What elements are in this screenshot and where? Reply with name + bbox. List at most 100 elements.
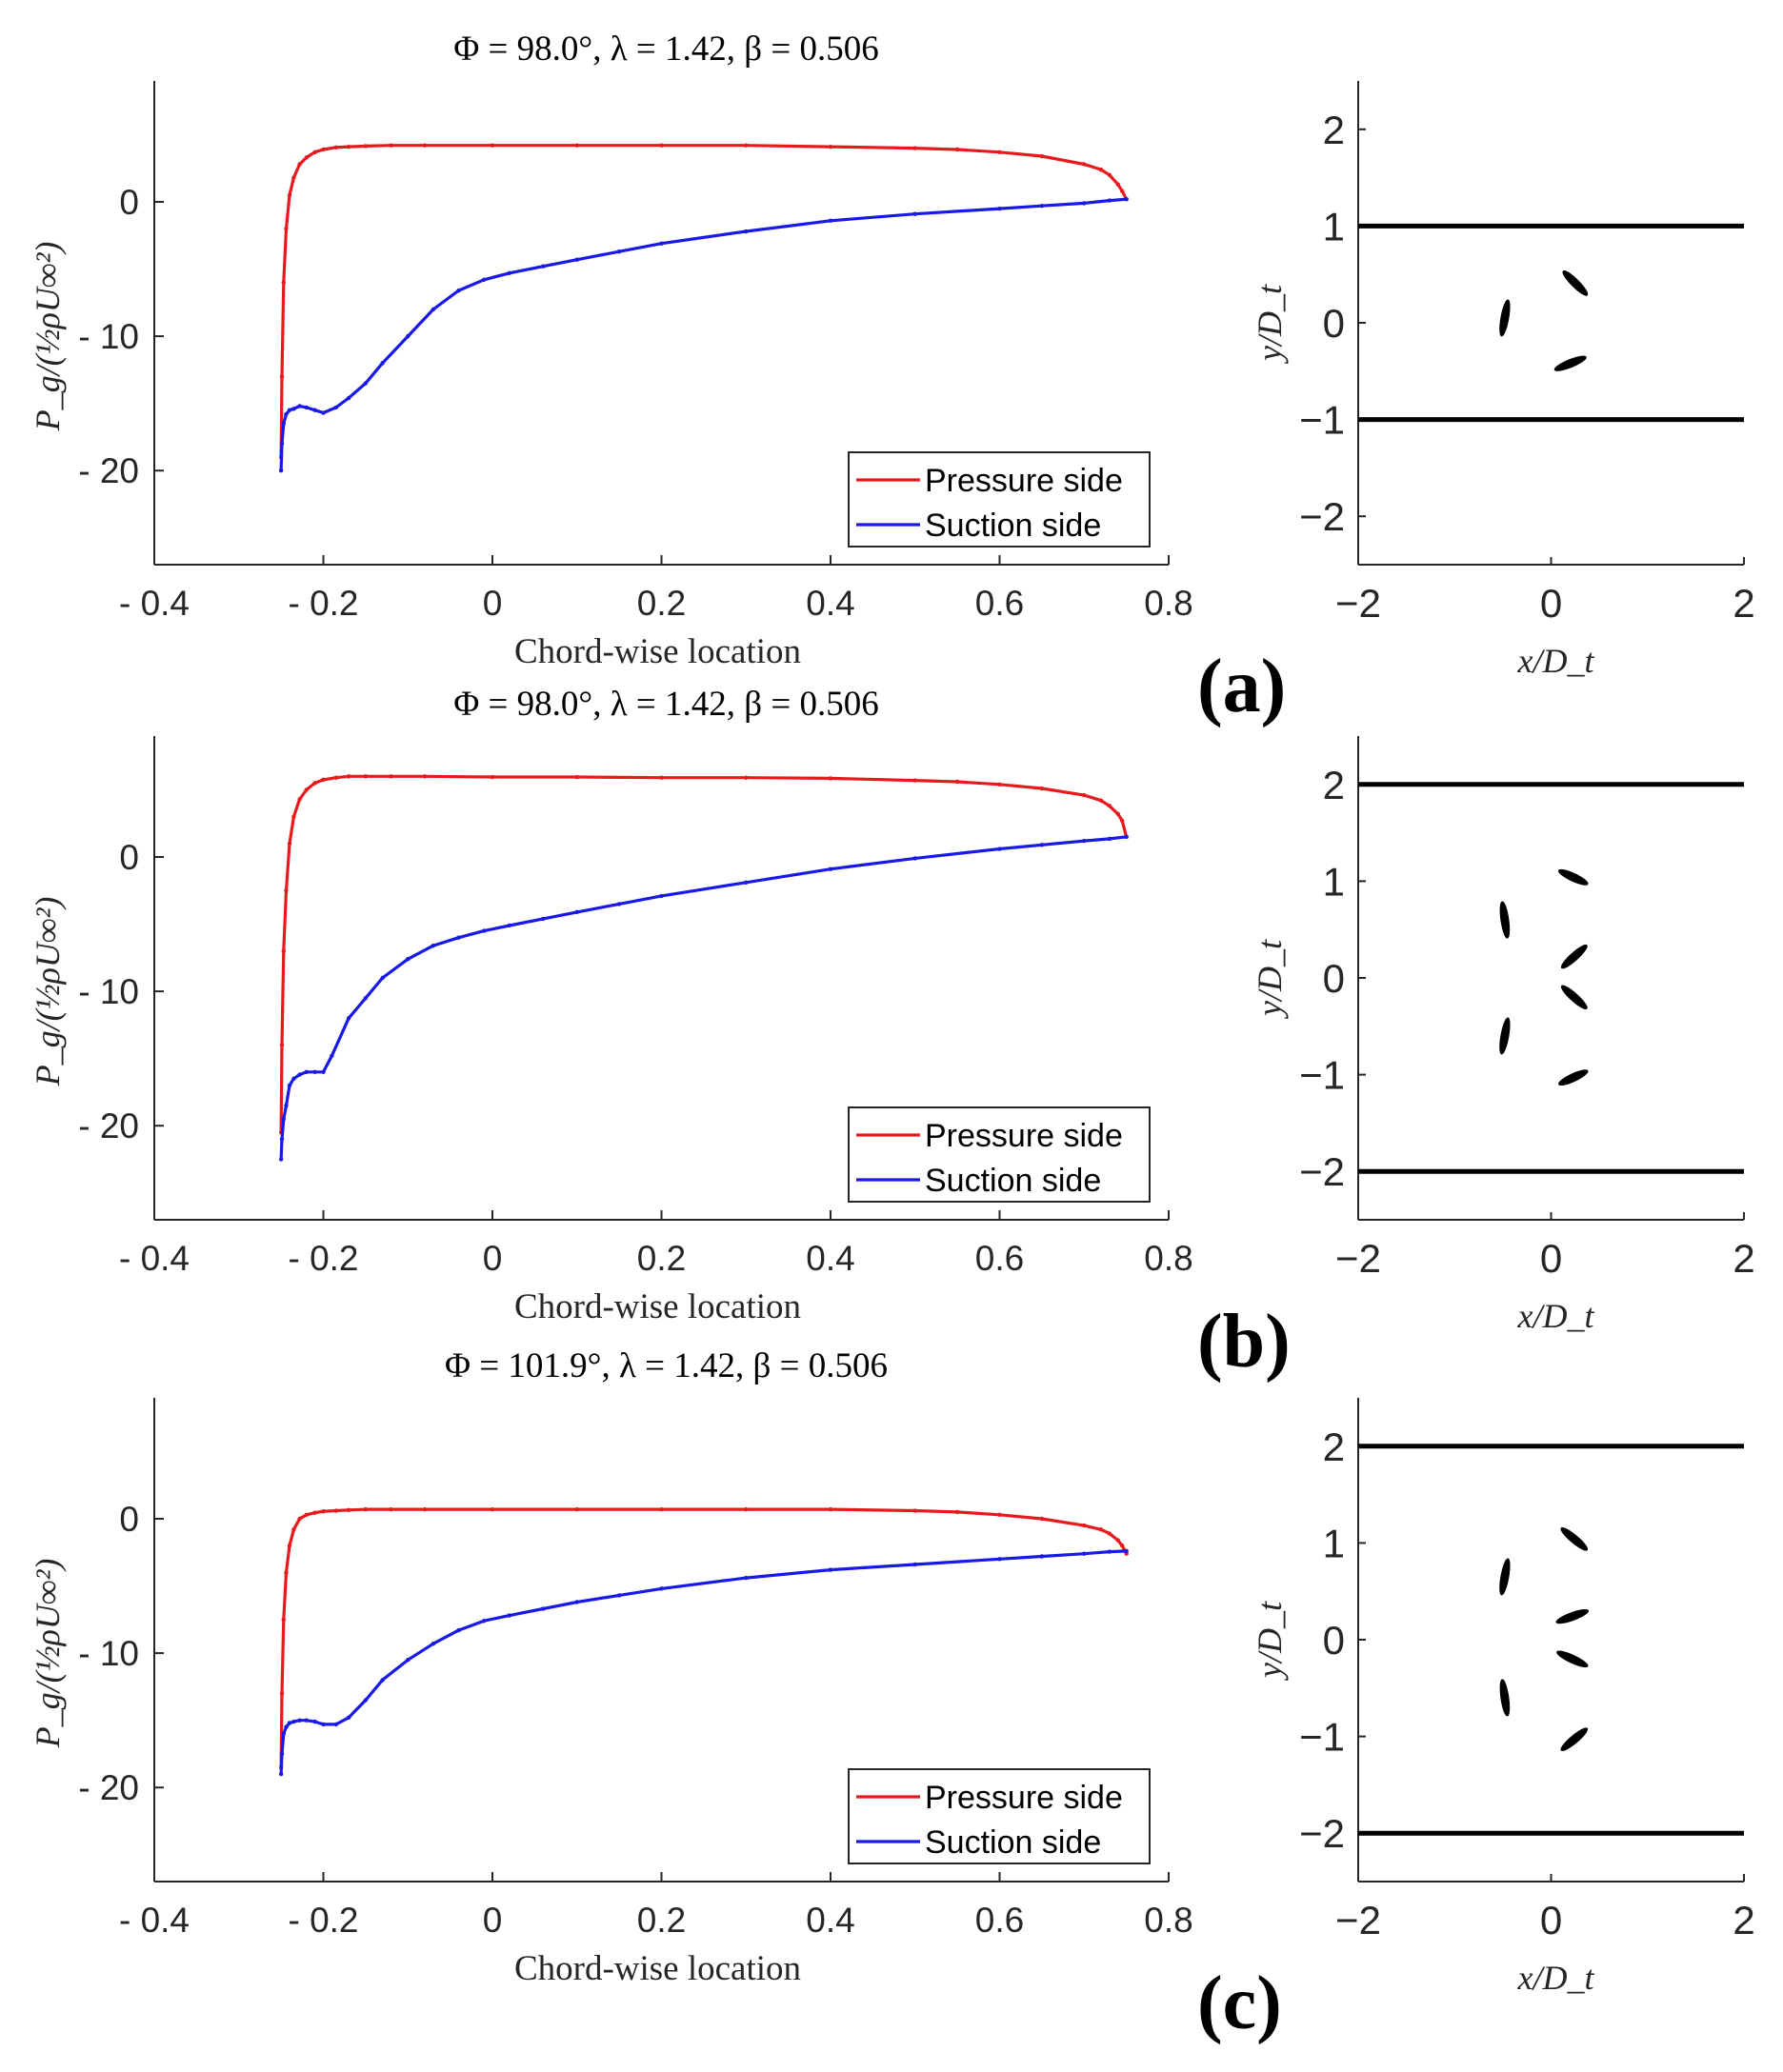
y-tick-label: - 10 xyxy=(78,1634,139,1673)
data-point xyxy=(912,146,917,150)
data-point xyxy=(481,928,487,933)
data-point xyxy=(574,1600,579,1604)
data-point xyxy=(422,143,428,148)
data-point xyxy=(954,147,960,152)
data-point xyxy=(281,1116,286,1122)
y-tick-label: 0 xyxy=(119,1500,139,1539)
data-point xyxy=(912,211,917,216)
blade xyxy=(1558,1069,1589,1086)
data-point xyxy=(363,774,369,779)
blade xyxy=(1560,1527,1589,1551)
y-tick-label: 0 xyxy=(119,183,139,222)
x-tick-label: 0.2 xyxy=(637,1901,686,1940)
y-tick-label: 0 xyxy=(119,838,139,877)
data-point xyxy=(312,1510,317,1515)
data-point xyxy=(1107,172,1112,177)
x-tick-label: 2 xyxy=(1733,1236,1754,1281)
x-tick-label: - 0.2 xyxy=(288,1901,358,1940)
x-tick-label: 0.8 xyxy=(1144,1239,1192,1278)
data-point xyxy=(304,155,309,160)
data-point xyxy=(287,1721,292,1725)
data-point xyxy=(744,880,749,886)
chart-title: Φ = 101.9°, λ = 1.42, β = 0.506 xyxy=(445,1346,888,1385)
y-tick-label: −2 xyxy=(1299,1811,1345,1856)
y-tick-label: - 20 xyxy=(78,1106,139,1146)
data-point xyxy=(1098,167,1104,172)
data-point xyxy=(954,779,960,785)
data-point xyxy=(363,995,369,1001)
y-axis-label: P_g/(½ρU∞²) xyxy=(29,1559,67,1749)
y-tick-label: 0 xyxy=(1323,1618,1345,1663)
data-point xyxy=(287,1544,292,1548)
data-point xyxy=(1039,786,1045,791)
blade xyxy=(1499,299,1511,337)
y-tick-label: −1 xyxy=(1299,1715,1345,1760)
legend-box xyxy=(848,1106,1151,1203)
legend: Pressure side Suction side xyxy=(848,1768,1151,1864)
blade xyxy=(1562,269,1589,296)
x-tick-label: 2 xyxy=(1733,1898,1754,1942)
blade xyxy=(1555,1608,1589,1624)
data-point xyxy=(490,774,495,780)
panel-1: Φ = 98.0°, λ = 1.42, β = 0.506 - 0.4 - 0.2… xyxy=(29,685,1755,1384)
y-tick-label: −1 xyxy=(1299,398,1345,443)
data-point xyxy=(297,1516,302,1522)
data-point xyxy=(281,1731,286,1736)
data-point xyxy=(363,1698,369,1703)
data-point xyxy=(287,408,292,412)
data-point xyxy=(279,441,285,447)
data-point xyxy=(422,774,428,779)
data-point xyxy=(281,948,286,953)
y-tick-label: - 20 xyxy=(78,451,139,490)
data-point xyxy=(304,405,309,410)
data-point xyxy=(297,162,302,167)
data-point xyxy=(574,909,579,915)
data-point xyxy=(278,1771,284,1777)
data-point xyxy=(321,1722,326,1727)
y-tick-label: 1 xyxy=(1323,204,1345,249)
data-point xyxy=(997,1512,1002,1517)
y-tick-label: 2 xyxy=(1323,1424,1345,1469)
series-line-pressure-side xyxy=(279,144,1129,458)
data-point xyxy=(997,847,1002,851)
data-point xyxy=(312,781,317,786)
data-point xyxy=(321,147,326,152)
y-tick-label: 2 xyxy=(1323,108,1345,152)
data-point xyxy=(744,143,749,148)
data-point xyxy=(1124,834,1129,840)
data-point xyxy=(1082,1551,1087,1556)
panel-label: (a) xyxy=(1197,645,1286,728)
data-point xyxy=(284,227,289,231)
data-point xyxy=(828,776,833,781)
x-tick-label: 0 xyxy=(483,584,503,623)
data-point xyxy=(1115,811,1120,817)
data-point xyxy=(363,144,369,149)
data-point xyxy=(279,1751,285,1757)
data-point xyxy=(312,149,317,154)
data-point xyxy=(287,192,292,198)
data-point xyxy=(490,143,495,148)
data-point xyxy=(287,841,292,847)
x-tick-label: 0.2 xyxy=(637,1239,686,1278)
data-point xyxy=(330,1053,334,1059)
legend: Pressure side Suction side xyxy=(848,1106,1151,1203)
data-point xyxy=(997,149,1002,154)
y-tick-label: 2 xyxy=(1323,763,1345,807)
x-tick-label: 0.8 xyxy=(1144,584,1192,623)
data-point xyxy=(346,1016,351,1021)
panel-2: Φ = 101.9°, λ = 1.42, β = 0.506 - 0.4 - 0.… xyxy=(29,1346,1755,2045)
x-tick-label: 2 xyxy=(1733,581,1754,626)
blade xyxy=(1560,985,1588,1010)
data-point xyxy=(1115,1538,1120,1543)
data-point xyxy=(744,1506,749,1512)
data-point xyxy=(541,1606,546,1611)
data-point xyxy=(291,407,296,411)
data-point xyxy=(431,1642,436,1646)
data-point xyxy=(574,143,579,148)
data-point xyxy=(744,229,749,234)
data-point xyxy=(574,257,579,262)
data-point xyxy=(321,777,326,783)
data-point xyxy=(828,1567,833,1572)
x-axis-label: Chord-wise location xyxy=(514,1287,801,1326)
data-point xyxy=(659,1506,664,1512)
